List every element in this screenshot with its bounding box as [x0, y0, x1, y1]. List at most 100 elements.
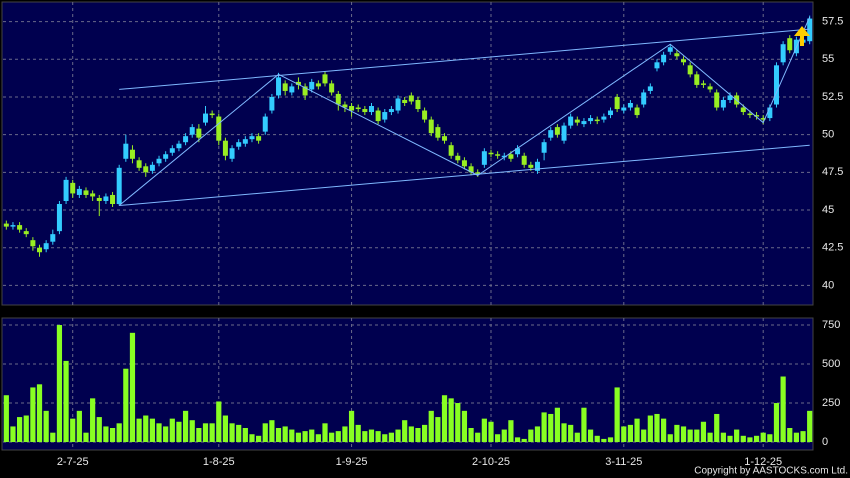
volume-bar: [521, 438, 527, 443]
volume-bar: [627, 424, 634, 443]
candle-body: [10, 225, 16, 227]
y-tick-label: 50: [822, 129, 834, 141]
volume-bar: [800, 431, 806, 443]
volume-bar: [116, 423, 122, 443]
candle-body: [269, 96, 275, 111]
candle-body: [508, 154, 514, 159]
volume-bar: [514, 437, 521, 443]
volume-bar: [481, 418, 487, 443]
candle-body: [647, 86, 653, 91]
volume-bar: [435, 417, 441, 443]
copyright: Copyright by AASTOCKS.com Ltd.: [694, 466, 848, 477]
candle-body: [309, 81, 315, 90]
candle-body: [773, 65, 779, 105]
volume-bar: [793, 432, 800, 443]
trendline: [119, 144, 810, 207]
volume-bar: [773, 403, 780, 443]
volume-bar: [56, 325, 63, 443]
candle-body: [256, 136, 262, 141]
candle-body: [169, 148, 175, 153]
candle-body: [594, 119, 600, 122]
volume-bar: [654, 413, 660, 443]
volume-bar: [594, 435, 600, 443]
candle-body: [727, 95, 733, 100]
y-tick-label: 45: [822, 204, 834, 216]
candle-body: [335, 93, 341, 105]
volume-bar: [169, 418, 175, 443]
candle-body: [588, 118, 594, 122]
candle-body: [694, 74, 700, 85]
volume-tick-label: 0: [822, 436, 828, 448]
volume-bar: [222, 415, 229, 443]
volume-bar: [747, 437, 753, 443]
candle-body: [581, 121, 587, 125]
volume-bar: [461, 410, 468, 443]
volume-bar: [395, 429, 401, 443]
candle-body: [674, 53, 680, 57]
candle-body: [342, 104, 348, 108]
volume-bar: [528, 429, 534, 443]
volume-bar: [136, 418, 142, 443]
volume-bar: [760, 432, 766, 443]
candle-body: [315, 83, 321, 87]
candle-body: [129, 149, 135, 159]
candle-body: [63, 179, 69, 201]
volume-bar: [501, 429, 507, 443]
volume-bar: [189, 420, 195, 443]
candle-body: [740, 107, 746, 113]
candle-body: [289, 86, 295, 93]
candle-body: [807, 18, 813, 42]
volume-bar: [256, 435, 262, 443]
x-tick-label: 2-7-25: [57, 456, 89, 468]
candle-body: [76, 188, 82, 195]
volume-bar: [568, 424, 574, 443]
volume-bar: [348, 410, 355, 443]
candle-body: [43, 243, 49, 250]
candle-body: [123, 143, 129, 159]
volume-bar: [634, 418, 640, 443]
candle-body: [548, 130, 554, 138]
volume-bar: [182, 410, 189, 443]
candle-body: [17, 225, 23, 230]
candle-body: [747, 113, 753, 116]
volume-bar: [382, 434, 388, 443]
volume-bar: [275, 428, 282, 443]
volume-bar: [753, 435, 760, 443]
volume-bar: [30, 387, 36, 443]
x-tick-label: 1-9-25: [336, 456, 368, 468]
volume-bar: [780, 376, 786, 443]
volume-bar: [548, 413, 554, 443]
candle-body: [481, 151, 487, 165]
volume-bar: [375, 431, 381, 443]
candle-body: [621, 107, 627, 111]
candle-body: [627, 103, 633, 108]
candle-body: [561, 125, 567, 141]
volume-bar: [740, 435, 746, 443]
volume-bar: [309, 429, 315, 443]
volume-bar: [607, 437, 614, 443]
volume-tick-label: 500: [822, 358, 840, 370]
volume-bar: [574, 432, 580, 443]
volume-bar: [242, 428, 248, 443]
candle-body: [302, 86, 308, 96]
volume-bar: [295, 432, 302, 443]
volume-bar: [149, 418, 155, 443]
volume-bar: [807, 410, 813, 443]
candle-body: [780, 44, 786, 63]
candle-body: [30, 240, 36, 247]
candle-body: [448, 145, 454, 156]
candle-body: [714, 92, 720, 108]
candle-body: [229, 148, 235, 159]
volume-bar: [508, 420, 514, 443]
volume-bar: [70, 418, 76, 443]
volume-bar: [601, 438, 607, 443]
volume-bar: [335, 431, 341, 443]
trendline: [118, 16, 811, 206]
volume-bar: [76, 410, 82, 443]
candle-body: [375, 110, 381, 122]
volume-bar: [322, 423, 328, 443]
volume-bar: [109, 428, 116, 443]
volume-bar: [707, 432, 713, 443]
candle-body: [90, 193, 96, 197]
